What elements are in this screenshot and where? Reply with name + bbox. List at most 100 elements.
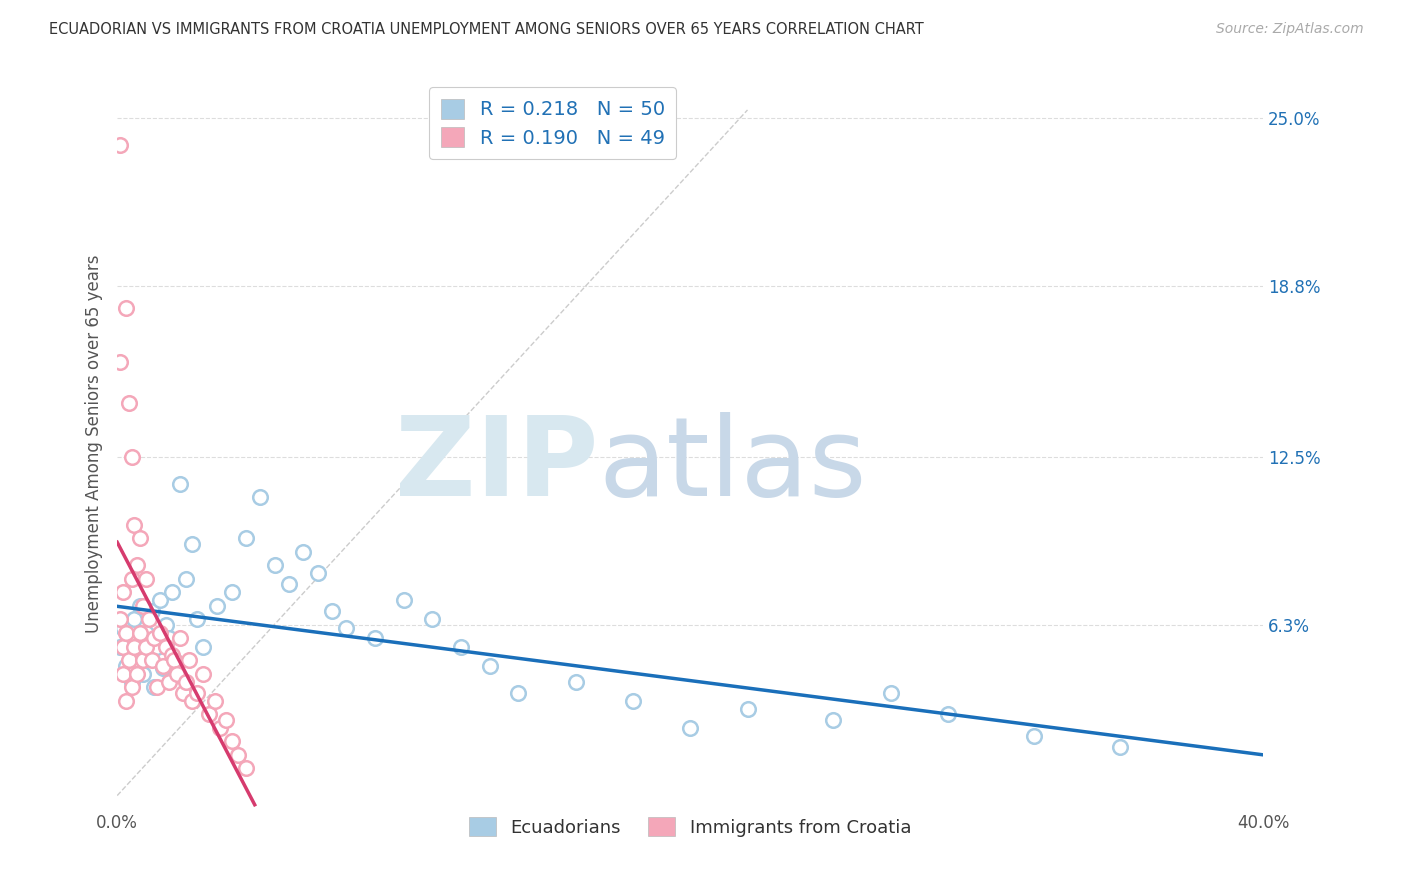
Point	[118, 653, 141, 667]
Point	[127, 558, 149, 573]
Point	[936, 707, 959, 722]
Point	[292, 544, 315, 558]
Point	[124, 517, 146, 532]
Point	[177, 653, 200, 667]
Point	[132, 666, 155, 681]
Point	[114, 626, 136, 640]
Point	[321, 604, 343, 618]
Point	[450, 640, 472, 654]
Point	[141, 653, 163, 667]
Point	[149, 626, 172, 640]
Point	[235, 531, 257, 545]
Point	[111, 585, 134, 599]
Point	[163, 653, 186, 667]
Point	[180, 694, 202, 708]
Y-axis label: Unemployment Among Seniors over 65 years: Unemployment Among Seniors over 65 years	[86, 254, 103, 632]
Point	[679, 721, 702, 735]
Point	[422, 612, 444, 626]
Point	[880, 685, 903, 699]
Point	[160, 585, 183, 599]
Point	[155, 640, 177, 654]
Point	[174, 572, 197, 586]
Point	[121, 450, 143, 464]
Point	[564, 674, 586, 689]
Point	[166, 666, 188, 681]
Point	[621, 694, 644, 708]
Point	[221, 585, 243, 599]
Point	[221, 734, 243, 748]
Point	[335, 621, 357, 635]
Point	[191, 640, 214, 654]
Point	[114, 301, 136, 315]
Point	[135, 572, 157, 586]
Point	[198, 707, 221, 722]
Point	[392, 593, 415, 607]
Point	[129, 626, 152, 640]
Point	[155, 618, 177, 632]
Point	[114, 694, 136, 708]
Point	[174, 674, 197, 689]
Point	[1022, 729, 1045, 743]
Point	[124, 612, 146, 626]
Point	[127, 653, 149, 667]
Point	[204, 694, 226, 708]
Point	[226, 747, 249, 762]
Point	[135, 640, 157, 654]
Point	[127, 666, 149, 681]
Point	[121, 680, 143, 694]
Point	[191, 666, 214, 681]
Point	[1109, 739, 1132, 754]
Point	[157, 632, 180, 646]
Point	[307, 566, 329, 581]
Point	[508, 685, 530, 699]
Point	[152, 658, 174, 673]
Point	[118, 632, 141, 646]
Point	[111, 640, 134, 654]
Point	[132, 599, 155, 613]
Legend: Ecuadorians, Immigrants from Croatia: Ecuadorians, Immigrants from Croatia	[463, 810, 918, 844]
Point	[114, 658, 136, 673]
Point	[737, 702, 759, 716]
Point	[146, 680, 169, 694]
Point	[149, 593, 172, 607]
Point	[823, 713, 845, 727]
Point	[118, 395, 141, 409]
Point	[108, 355, 131, 369]
Text: atlas: atlas	[599, 412, 868, 519]
Point	[108, 612, 131, 626]
Point	[111, 666, 134, 681]
Point	[186, 685, 208, 699]
Point	[143, 632, 166, 646]
Point	[121, 572, 143, 586]
Point	[364, 632, 387, 646]
Point	[132, 653, 155, 667]
Point	[186, 612, 208, 626]
Point	[108, 640, 131, 654]
Point	[111, 621, 134, 635]
Point	[108, 138, 131, 153]
Point	[169, 477, 191, 491]
Point	[249, 491, 271, 505]
Point	[157, 674, 180, 689]
Text: Source: ZipAtlas.com: Source: ZipAtlas.com	[1216, 22, 1364, 37]
Text: ECUADORIAN VS IMMIGRANTS FROM CROATIA UNEMPLOYMENT AMONG SENIORS OVER 65 YEARS C: ECUADORIAN VS IMMIGRANTS FROM CROATIA UN…	[49, 22, 924, 37]
Text: ZIP: ZIP	[395, 412, 599, 519]
Point	[235, 762, 257, 776]
Point	[169, 632, 191, 646]
Point	[143, 680, 166, 694]
Point	[215, 713, 238, 727]
Point	[146, 640, 169, 654]
Point	[209, 721, 232, 735]
Point	[278, 577, 301, 591]
Point	[138, 612, 160, 626]
Point	[152, 661, 174, 675]
Point	[138, 645, 160, 659]
Point	[124, 640, 146, 654]
Point	[160, 648, 183, 662]
Point	[129, 531, 152, 545]
Point	[180, 536, 202, 550]
Point	[172, 685, 194, 699]
Point	[135, 626, 157, 640]
Point	[207, 599, 229, 613]
Point	[141, 604, 163, 618]
